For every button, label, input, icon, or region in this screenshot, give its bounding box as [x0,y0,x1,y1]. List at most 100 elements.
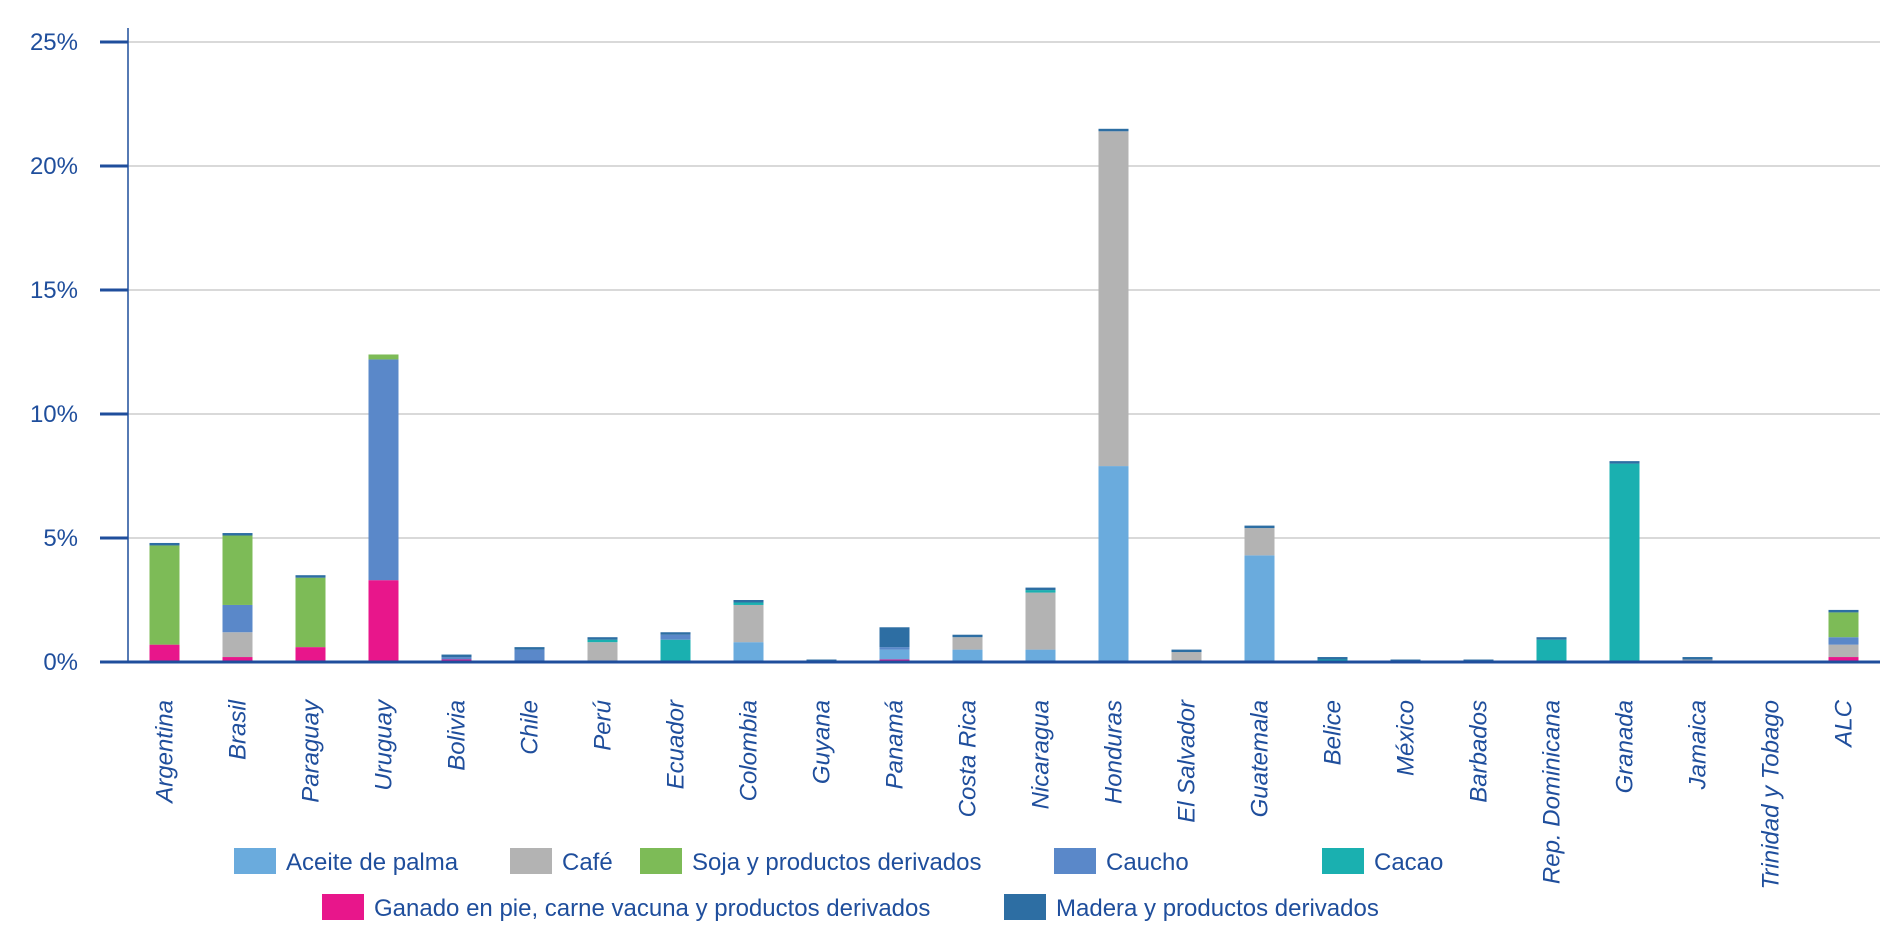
gridlines [128,41,1880,539]
legend-swatch [234,848,276,874]
x-tick-label: Granada [1612,700,1639,793]
legend-label: Madera y productos derivados [1056,895,1379,922]
x-tick-labels: Argentina Brasil Paraguay Uruguay Bolivia Chi… [152,698,1858,889]
bar-segment [1828,612,1859,638]
bar-segment [1025,590,1056,593]
bar-segment [1828,637,1859,645]
bar-segment [1171,652,1202,662]
bar-segment [222,533,253,536]
y-tick-label: 0% [43,649,78,676]
x-tick-label: Barbados [1466,700,1493,803]
bar-segment [222,632,253,658]
legend-label: Aceite de palma [286,849,459,876]
legend-swatch [510,848,552,874]
y-tick-label: 20% [30,153,78,180]
bar-segment [1609,461,1640,464]
x-tick-label: Ecuador [663,699,690,789]
bar-segment [1025,587,1056,591]
bar-segment [879,647,910,650]
y-tick-label: 5% [43,525,78,552]
y-tick-labels: 0% 5% 10% 15% 20% 25% [30,29,78,676]
x-tick-label: México [1393,700,1420,776]
bar-segment [149,542,180,546]
bar-segment [441,654,472,658]
bar-segment [952,634,983,638]
x-tick-label: Perú [590,700,617,751]
bar-segment [1317,657,1348,660]
bar-segment [1536,639,1567,662]
x-tick-label: Chile [517,700,544,755]
bar-segment [1828,644,1859,658]
legend-label: Ganado en pie, carne vacuna y productos … [374,895,930,922]
bar-segment [733,602,764,605]
legend-swatch [640,848,682,874]
bar-segment [222,657,253,662]
bar-segment [587,639,618,643]
legend-swatch [322,894,364,920]
x-tick-label: Bolivia [444,700,471,771]
x-tick-label: Uruguay [371,698,398,791]
bar-segment [1828,657,1859,662]
x-tick-label: Belice [1320,700,1347,765]
x-tick-label: Panamá [882,700,909,789]
bar-segment [441,657,472,660]
bar-segment [879,649,910,660]
bar-segment [295,575,326,578]
x-tick-label: Costa Rica [955,700,982,817]
y-tick-label: 15% [30,277,78,304]
bar-segment [1098,466,1129,662]
axes [100,28,1880,664]
bar-segment [660,632,691,635]
bar-segment [587,637,618,640]
bar-segment [222,535,253,605]
bar-segment [514,647,545,650]
bar-segment [660,639,691,662]
bar-segment [733,642,764,662]
bar-segment [368,354,399,360]
bar-segment [1171,649,1202,653]
bar-segment [660,634,691,640]
x-tick-label: Rep. Dominicana [1539,700,1566,884]
legend-label: Caucho [1106,849,1189,876]
x-tick-label: Paraguay [298,698,325,803]
x-tick-label: ALC [1831,699,1858,748]
bar-segment [1025,592,1056,650]
bar-segment [1682,657,1713,660]
bar-segment [1828,609,1859,613]
bar-segment [1536,637,1567,640]
x-tick-label: Honduras [1101,700,1128,804]
x-tick-label: Nicaragua [1028,700,1055,809]
bar-segment [587,642,618,662]
bar-segment [149,644,180,662]
y-tick-label: 25% [30,29,78,56]
bar-segment [514,649,545,662]
bar-segment [1244,528,1275,556]
bar-segment [295,647,326,662]
bar-segment [733,600,764,603]
legend-label: Café [562,849,613,876]
bar-segment [222,604,253,633]
legend-swatch [1322,848,1364,874]
legend-label: Cacao [1374,849,1443,876]
x-tick-label: Guatemala [1247,700,1274,817]
bar-segment [1244,525,1275,529]
bar-segment [952,649,983,662]
bar-segment [1098,128,1129,132]
bar-segment [368,359,399,581]
bar-segment [733,604,764,643]
legend-swatch [1054,848,1096,874]
legend-swatch [1004,894,1046,920]
x-tick-label: El Salvador [1174,699,1201,823]
x-tick-label: Colombia [736,700,763,801]
bar-segment [1244,555,1275,662]
legend-label: Soja y productos derivados [692,849,982,876]
bar-segment [1098,131,1129,467]
x-tick-label: Brasil [225,699,252,760]
legend: Aceite de palma Café Soja y productos deri… [234,848,1443,922]
y-tick-label: 10% [30,401,78,428]
bar-segment [295,577,326,648]
x-tick-label: Jamaica [1685,700,1712,790]
x-tick-label: Trinidad y Tobago [1758,700,1785,889]
